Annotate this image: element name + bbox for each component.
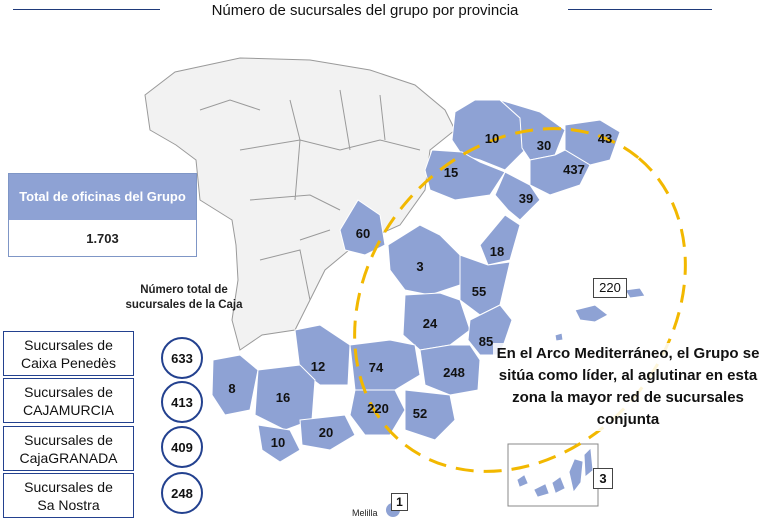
province-region (529, 149, 591, 196)
bank-name-line1: Sucursales de (24, 336, 113, 353)
bank-box-cajagranada: Sucursales de CajaGRANADA (3, 426, 134, 471)
province-value: 16 (276, 390, 290, 405)
canarias-islands (517, 448, 593, 497)
province-value: 43 (598, 131, 612, 146)
province-value: 24 (423, 316, 438, 331)
canarias-inset (507, 443, 599, 507)
mediterranean-callout: En el Arco Mediterráneo, el Grupo se sit… (493, 343, 763, 431)
bank-count-cajagranada: 409 (161, 426, 203, 468)
bank-count-cajamurcia: 413 (161, 381, 203, 423)
province-region (494, 171, 541, 221)
province-value: 10 (485, 131, 499, 146)
bank-name-line2: Caixa Penedès (21, 354, 116, 371)
province-value: 52 (413, 406, 427, 421)
bank-box-caixa-penedes: Sucursales de Caixa Penedès (3, 331, 134, 376)
province-value: 18 (490, 244, 504, 259)
bank-name-line2: CAJAMURCIA (22, 401, 114, 418)
province-region (257, 424, 301, 463)
balearic-islands (554, 287, 646, 342)
bank-name-line1: Sucursales de (24, 383, 113, 400)
province-value: 30 (537, 138, 551, 153)
province-region (339, 199, 386, 256)
bank-name-line2: CajaGRANADA (19, 449, 118, 466)
total-offices-value: 1.703 (86, 230, 119, 246)
province-value: 55 (472, 284, 486, 299)
bank-box-cajamurcia: Sucursales de CAJAMURCIA (3, 378, 134, 423)
province-region (451, 99, 526, 171)
bank-box-sa-nostra: Sucursales de Sa Nostra (3, 473, 134, 518)
province-value: 74 (369, 360, 384, 375)
province-value: 437 (563, 162, 585, 177)
bank-count-caixa-penedes: 633 (161, 337, 203, 379)
melilla-value: 1 (391, 493, 408, 511)
province-value: 39 (519, 191, 533, 206)
province-region (419, 344, 481, 396)
province-region (424, 149, 506, 201)
province-value: 8 (228, 381, 235, 396)
province-value: 60 (356, 226, 370, 241)
bank-name-line1: Sucursales de (24, 431, 113, 448)
province-value: 15 (444, 165, 458, 180)
baleares-value: 220 (593, 278, 627, 298)
province-value: 12 (311, 359, 325, 374)
province-region (479, 214, 521, 266)
total-offices-box: Total de oficinas del Grupo 1.703 (8, 173, 197, 257)
province-value: 10 (271, 435, 285, 450)
province-value: 85 (479, 334, 493, 349)
page-title: Número de sucursales del grupo por provi… (211, 2, 519, 19)
province-region (211, 354, 259, 416)
title-rule-left (13, 9, 160, 10)
bank-total-caption: Número total de sucursales de la Caja (125, 284, 243, 311)
province-region (387, 224, 461, 296)
title-row: Número de sucursales del grupo por provi… (0, 0, 765, 24)
canarias-value: 3 (593, 468, 613, 489)
title-rule-right (568, 9, 712, 10)
province-value: 220 (367, 401, 389, 416)
province-value: 248 (443, 365, 465, 380)
bank-name-line2: Sa Nostra (37, 496, 100, 513)
mainland-base (144, 57, 456, 351)
province-region (299, 414, 356, 451)
province-region (404, 389, 456, 441)
province-value: 20 (319, 425, 333, 440)
province-labels: 10 30 43 15 437 39 60 18 3 55 24 85 12 7… (228, 131, 612, 450)
bank-count-sa-nostra: 248 (161, 472, 203, 514)
province-value: 3 (416, 259, 423, 274)
bank-name-line1: Sucursales de (24, 478, 113, 495)
melilla-name: Melilla (352, 508, 378, 518)
province-region (402, 292, 471, 351)
total-offices-label: Total de oficinas del Grupo (9, 174, 196, 220)
